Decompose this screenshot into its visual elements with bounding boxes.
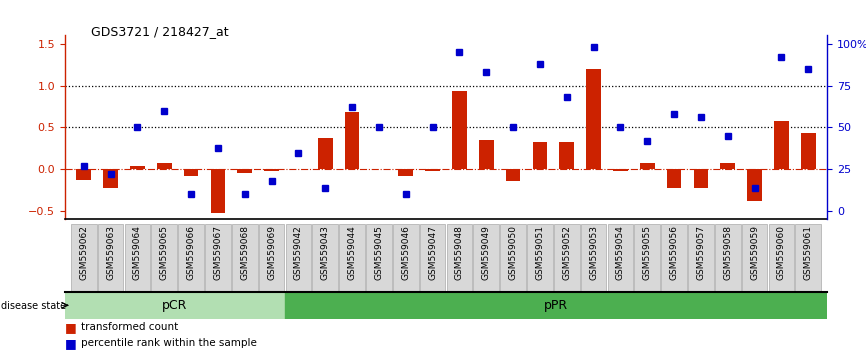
FancyBboxPatch shape bbox=[501, 224, 526, 291]
Bar bbox=[76, 169, 91, 180]
Text: GSM559050: GSM559050 bbox=[508, 225, 518, 280]
FancyBboxPatch shape bbox=[635, 224, 660, 291]
FancyBboxPatch shape bbox=[795, 224, 821, 291]
Text: GSM559057: GSM559057 bbox=[696, 225, 706, 280]
Text: GSM559046: GSM559046 bbox=[401, 225, 410, 280]
Text: GSM559056: GSM559056 bbox=[669, 225, 679, 280]
FancyBboxPatch shape bbox=[420, 224, 445, 291]
Bar bbox=[613, 169, 628, 171]
FancyBboxPatch shape bbox=[98, 224, 124, 291]
Text: GSM559066: GSM559066 bbox=[186, 225, 196, 280]
Text: GSM559049: GSM559049 bbox=[481, 225, 491, 280]
Text: GSM559060: GSM559060 bbox=[777, 225, 786, 280]
Bar bbox=[452, 91, 467, 169]
Text: percentile rank within the sample: percentile rank within the sample bbox=[81, 338, 256, 348]
Text: pPR: pPR bbox=[544, 299, 568, 312]
Text: GSM559065: GSM559065 bbox=[159, 225, 169, 280]
Text: GSM559062: GSM559062 bbox=[79, 225, 88, 280]
Bar bbox=[345, 112, 359, 169]
Bar bbox=[774, 121, 789, 169]
Bar bbox=[184, 169, 198, 176]
FancyBboxPatch shape bbox=[662, 224, 687, 291]
Bar bbox=[425, 169, 440, 171]
Bar bbox=[747, 169, 762, 201]
Bar bbox=[694, 169, 708, 188]
Bar bbox=[559, 142, 574, 169]
FancyBboxPatch shape bbox=[714, 224, 740, 291]
Text: disease state: disease state bbox=[1, 301, 66, 311]
Text: GSM559059: GSM559059 bbox=[750, 225, 759, 280]
FancyBboxPatch shape bbox=[339, 224, 365, 291]
FancyBboxPatch shape bbox=[741, 224, 767, 291]
FancyBboxPatch shape bbox=[608, 224, 633, 291]
FancyBboxPatch shape bbox=[688, 224, 714, 291]
Text: GSM559043: GSM559043 bbox=[320, 225, 330, 280]
Text: GSM559063: GSM559063 bbox=[106, 225, 115, 280]
Bar bbox=[398, 169, 413, 176]
Text: GSM559052: GSM559052 bbox=[562, 225, 572, 280]
Bar bbox=[533, 142, 547, 169]
Bar bbox=[237, 169, 252, 173]
Bar bbox=[103, 169, 118, 188]
Text: GSM559067: GSM559067 bbox=[213, 225, 223, 280]
Text: GSM559064: GSM559064 bbox=[132, 225, 142, 280]
Text: GSM559042: GSM559042 bbox=[294, 225, 303, 280]
Bar bbox=[640, 162, 655, 169]
Bar bbox=[801, 133, 816, 169]
Bar bbox=[65, 292, 285, 319]
Text: GSM559069: GSM559069 bbox=[267, 225, 276, 280]
FancyBboxPatch shape bbox=[125, 224, 151, 291]
FancyBboxPatch shape bbox=[152, 224, 178, 291]
Text: GSM559047: GSM559047 bbox=[428, 225, 437, 280]
Bar bbox=[285, 292, 827, 319]
FancyBboxPatch shape bbox=[393, 224, 418, 291]
Text: ■: ■ bbox=[65, 337, 77, 350]
FancyBboxPatch shape bbox=[259, 224, 284, 291]
Text: GSM559053: GSM559053 bbox=[589, 225, 598, 280]
FancyBboxPatch shape bbox=[527, 224, 553, 291]
FancyBboxPatch shape bbox=[768, 224, 794, 291]
FancyBboxPatch shape bbox=[178, 224, 204, 291]
FancyBboxPatch shape bbox=[474, 224, 499, 291]
Text: GSM559048: GSM559048 bbox=[455, 225, 464, 280]
Text: GDS3721 / 218427_at: GDS3721 / 218427_at bbox=[91, 25, 229, 38]
Bar bbox=[721, 162, 735, 169]
Text: ■: ■ bbox=[65, 321, 77, 334]
Text: transformed count: transformed count bbox=[81, 322, 178, 332]
Text: GSM559045: GSM559045 bbox=[374, 225, 384, 280]
Bar bbox=[157, 164, 171, 169]
FancyBboxPatch shape bbox=[554, 224, 579, 291]
Text: GSM559061: GSM559061 bbox=[804, 225, 813, 280]
Text: GSM559051: GSM559051 bbox=[535, 225, 545, 280]
FancyBboxPatch shape bbox=[232, 224, 257, 291]
Text: pCR: pCR bbox=[162, 299, 188, 312]
Bar bbox=[130, 166, 145, 169]
Bar bbox=[479, 140, 494, 169]
FancyBboxPatch shape bbox=[205, 224, 230, 291]
FancyBboxPatch shape bbox=[366, 224, 391, 291]
Bar bbox=[586, 69, 601, 169]
Bar bbox=[667, 169, 682, 188]
Bar bbox=[506, 169, 520, 181]
FancyBboxPatch shape bbox=[447, 224, 472, 291]
FancyBboxPatch shape bbox=[71, 224, 97, 291]
Bar bbox=[264, 169, 279, 171]
Text: GSM559054: GSM559054 bbox=[616, 225, 625, 280]
FancyBboxPatch shape bbox=[286, 224, 311, 291]
Text: GSM559055: GSM559055 bbox=[643, 225, 652, 280]
Bar bbox=[210, 169, 225, 213]
FancyBboxPatch shape bbox=[313, 224, 338, 291]
Text: GSM559044: GSM559044 bbox=[347, 225, 357, 280]
Bar bbox=[318, 138, 333, 169]
FancyBboxPatch shape bbox=[581, 224, 606, 291]
Text: GSM559058: GSM559058 bbox=[723, 225, 733, 280]
Text: GSM559068: GSM559068 bbox=[240, 225, 249, 280]
